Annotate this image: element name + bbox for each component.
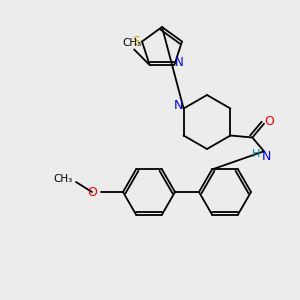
Text: N: N: [174, 99, 183, 112]
Text: S: S: [132, 35, 140, 48]
Text: O: O: [87, 185, 97, 199]
Text: N: N: [175, 56, 184, 70]
Text: CH₃: CH₃: [54, 174, 73, 184]
Text: H: H: [252, 149, 260, 159]
Text: N: N: [261, 150, 271, 163]
Text: CH₃: CH₃: [122, 38, 142, 48]
Text: O: O: [264, 115, 274, 128]
